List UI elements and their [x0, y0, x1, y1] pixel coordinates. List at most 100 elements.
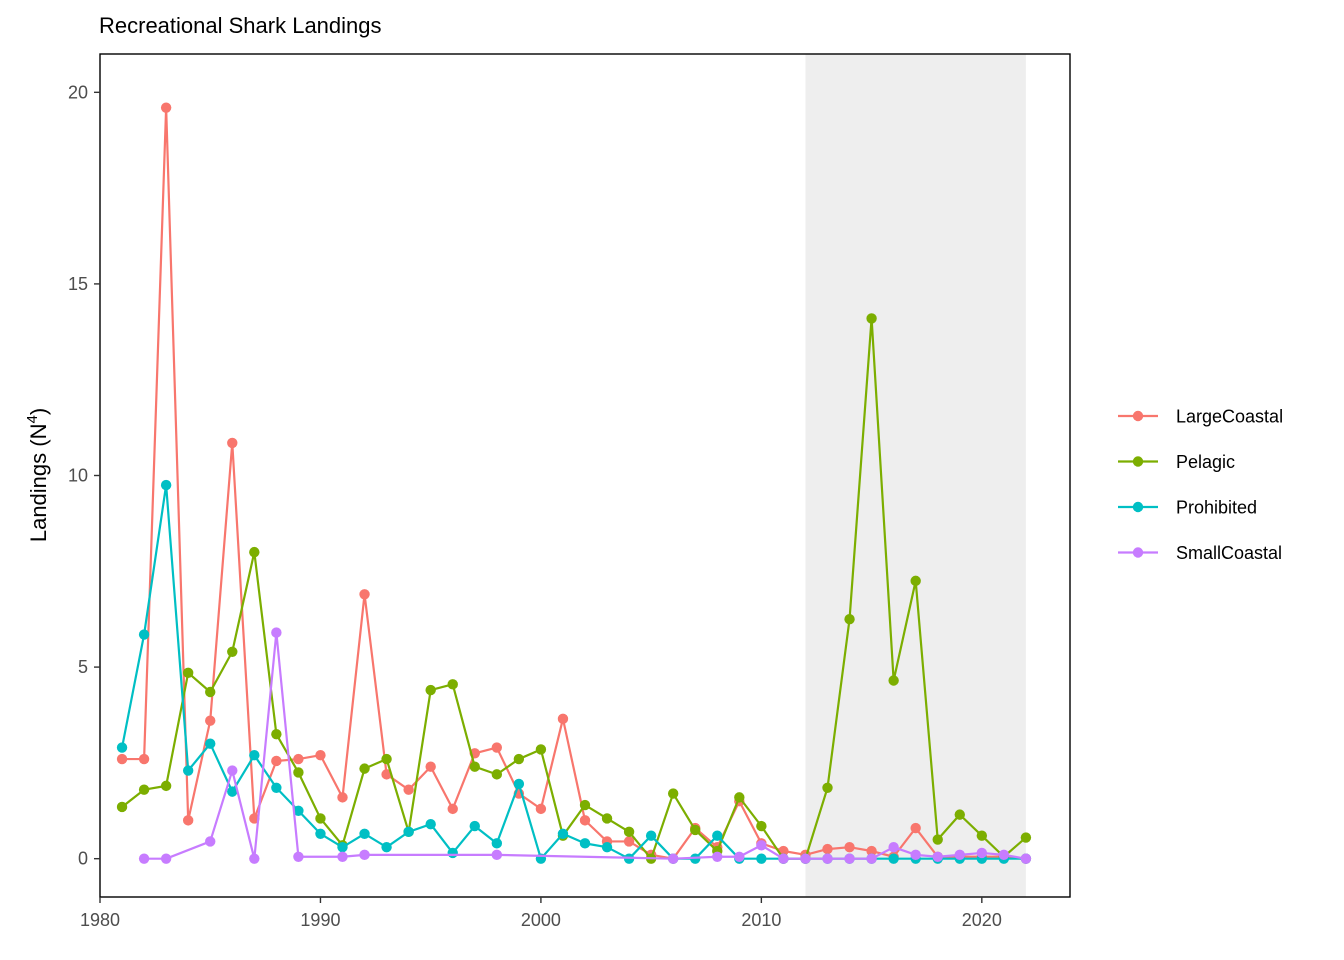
data-point-pelagic: [756, 820, 767, 832]
data-point-largecoastal: [293, 753, 304, 765]
data-point-pelagic: [910, 575, 921, 587]
data-point-prohibited: [315, 828, 326, 839]
data-point-smallcoastal: [822, 853, 833, 864]
data-point-smallcoastal: [667, 853, 679, 864]
data-point-pelagic: [205, 686, 216, 698]
data-point-largecoastal: [381, 769, 392, 780]
shaded-region: [805, 54, 1026, 897]
data-point-smallcoastal: [712, 851, 723, 862]
data-point-largecoastal: [910, 822, 921, 834]
data-point-prohibited: [557, 828, 569, 839]
x-axis: 1980 1990 2000 2010 2020: [80, 897, 1002, 930]
legend-key-point: [1132, 501, 1144, 513]
data-point-largecoastal: [557, 713, 569, 725]
legend: LargeCoastal Pelagic Prohibited SmallCoasta…: [1118, 407, 1283, 563]
data-point-largecoastal: [447, 803, 458, 815]
legend-item-pelagic: Pelagic: [1118, 452, 1235, 472]
data-point-largecoastal: [535, 803, 547, 815]
data-point-pelagic: [359, 763, 370, 774]
y-tick-label: 5: [78, 657, 88, 677]
data-point-smallcoastal: [138, 853, 150, 864]
data-point-pelagic: [182, 667, 194, 679]
data-point-pelagic: [227, 646, 238, 657]
data-point-pelagic: [734, 792, 745, 803]
legend-key-point: [1132, 547, 1144, 558]
data-point-largecoastal: [182, 815, 194, 826]
data-point-largecoastal: [315, 750, 326, 761]
data-point-pelagic: [579, 799, 591, 811]
x-tick-label: 1980: [80, 910, 120, 930]
y-axis-title-close: ): [26, 408, 51, 415]
y-axis: 0 5 10 15 20: [68, 82, 100, 869]
x-tick-label: 2020: [962, 910, 1002, 930]
data-point-largecoastal: [579, 815, 591, 826]
data-point-smallcoastal: [227, 765, 238, 776]
x-tick-label: 2000: [521, 910, 561, 930]
x-tick-label: 2010: [741, 910, 781, 930]
data-point-prohibited: [271, 782, 282, 793]
data-point-smallcoastal: [271, 627, 282, 638]
data-point-pelagic: [690, 824, 701, 836]
data-point-smallcoastal: [932, 851, 943, 862]
legend-item-prohibited: Prohibited: [1118, 498, 1257, 518]
data-point-pelagic: [491, 769, 503, 780]
data-point-prohibited: [403, 826, 414, 838]
data-point-largecoastal: [160, 102, 172, 113]
data-point-pelagic: [844, 613, 855, 625]
data-point-largecoastal: [227, 437, 238, 449]
data-point-largecoastal: [822, 843, 833, 855]
data-point-smallcoastal: [160, 853, 172, 864]
data-point-pelagic: [601, 813, 613, 824]
legend-key-point: [1132, 456, 1144, 467]
data-point-largecoastal: [866, 845, 877, 857]
data-point-smallcoastal: [800, 853, 811, 864]
data-point-prohibited: [756, 853, 767, 864]
data-point-smallcoastal: [756, 840, 767, 851]
data-point-pelagic: [469, 761, 480, 772]
data-point-pelagic: [866, 313, 877, 324]
data-point-prohibited: [182, 765, 194, 776]
data-point-pelagic: [954, 809, 965, 820]
data-point-prohibited: [491, 838, 503, 849]
data-point-pelagic: [293, 767, 304, 778]
data-point-largecoastal: [623, 836, 635, 847]
data-point-largecoastal: [337, 792, 348, 803]
data-point-pelagic: [138, 784, 150, 795]
data-point-largecoastal: [844, 841, 855, 853]
legend-label: Prohibited: [1176, 498, 1257, 518]
data-point-smallcoastal: [1020, 853, 1032, 864]
y-tick-label: 10: [68, 466, 88, 486]
y-tick-label: 15: [68, 274, 88, 294]
data-point-smallcoastal: [734, 851, 745, 862]
data-point-prohibited: [249, 750, 260, 761]
data-point-smallcoastal: [778, 853, 789, 864]
series-line-pelagic: [121, 317, 1027, 860]
data-point-smallcoastal: [954, 849, 965, 861]
data-point-largecoastal: [403, 784, 414, 795]
data-point-prohibited: [601, 841, 613, 853]
y-tick-label: 0: [78, 849, 88, 869]
data-point-prohibited: [513, 778, 525, 790]
data-point-smallcoastal: [337, 851, 348, 862]
data-point-prohibited: [337, 841, 348, 853]
data-point-smallcoastal: [359, 849, 370, 861]
data-point-prohibited: [359, 828, 370, 839]
data-point-smallcoastal: [491, 849, 503, 861]
data-point-largecoastal: [205, 715, 216, 726]
data-point-prohibited: [116, 742, 128, 753]
data-point-smallcoastal: [293, 851, 304, 862]
data-point-smallcoastal: [910, 849, 921, 861]
legend-label: SmallCoastal: [1176, 543, 1282, 563]
data-point-smallcoastal: [205, 836, 216, 847]
series-smallcoastal: [138, 627, 1032, 864]
y-axis-title: Landings (N4): [24, 408, 51, 542]
data-point-prohibited: [138, 629, 150, 640]
data-point-prohibited: [425, 818, 436, 830]
legend-label: Pelagic: [1176, 452, 1235, 472]
data-point-prohibited: [160, 479, 172, 491]
data-point-prohibited: [579, 838, 591, 849]
data-point-pelagic: [822, 782, 833, 793]
data-point-pelagic: [271, 728, 282, 740]
data-point-largecoastal: [491, 742, 503, 753]
